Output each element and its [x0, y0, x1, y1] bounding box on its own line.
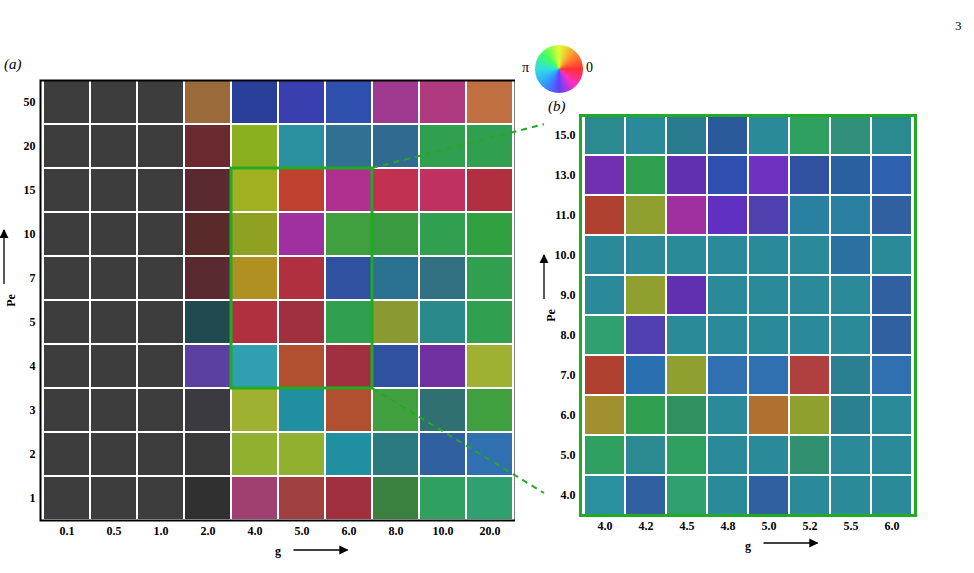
svg-text:0.1: 0.1 [60, 524, 75, 538]
svg-text:9.0: 9.0 [561, 288, 576, 302]
svg-text:3: 3 [30, 403, 36, 417]
svg-text:5.0: 5.0 [561, 448, 576, 462]
svg-text:20.0: 20.0 [480, 524, 501, 538]
svg-text:6.0: 6.0 [885, 519, 900, 533]
svg-text:4: 4 [30, 359, 36, 373]
svg-text:10.0: 10.0 [555, 248, 576, 262]
svg-text:15.0: 15.0 [555, 128, 576, 142]
svg-text:6.0: 6.0 [561, 408, 576, 422]
svg-text:4.0: 4.0 [248, 524, 263, 538]
svg-text:13.0: 13.0 [555, 168, 576, 182]
svg-text:7: 7 [30, 271, 36, 285]
svg-text:1.0: 1.0 [154, 524, 169, 538]
svg-text:8.0: 8.0 [389, 524, 404, 538]
svg-text:6.0: 6.0 [342, 524, 357, 538]
svg-text:4.0: 4.0 [561, 488, 576, 502]
svg-text:11.0: 11.0 [555, 208, 575, 222]
svg-text:4.5: 4.5 [680, 519, 695, 533]
html-text:3: 3 [955, 18, 962, 33]
svg-text:5.5: 5.5 [844, 519, 859, 533]
svg-text:4.2: 4.2 [639, 519, 654, 533]
svg-text:4.8: 4.8 [721, 519, 736, 533]
html-text:(a): (a) [4, 56, 22, 72]
svg-text:1: 1 [30, 491, 36, 505]
svg-text:g: g [275, 544, 281, 558]
svg-text:7.0: 7.0 [561, 368, 576, 382]
svg-text:20: 20 [24, 139, 36, 153]
svg-text:5: 5 [30, 315, 36, 329]
svg-text:10: 10 [24, 227, 36, 241]
svg-text:g: g [745, 539, 751, 553]
svg-text:2: 2 [30, 447, 36, 461]
html-text:(b): (b) [548, 98, 566, 114]
svg-text:15: 15 [24, 183, 36, 197]
svg-text:0.5: 0.5 [107, 524, 122, 538]
svg-text:4.0: 4.0 [598, 519, 613, 533]
svg-text:5.0: 5.0 [295, 524, 310, 538]
html-text:0: 0 [586, 60, 593, 75]
svg-text:10.0: 10.0 [433, 524, 454, 538]
svg-text:50: 50 [24, 95, 36, 109]
svg-text:5.2: 5.2 [803, 519, 818, 533]
html-text:π: π [522, 60, 530, 75]
svg-text:8.0: 8.0 [561, 328, 576, 342]
svg-text:Pe: Pe [544, 308, 558, 321]
svg-text:Pe: Pe [4, 293, 18, 306]
svg-text:5.0: 5.0 [762, 519, 777, 533]
svg-text:2.0: 2.0 [201, 524, 216, 538]
